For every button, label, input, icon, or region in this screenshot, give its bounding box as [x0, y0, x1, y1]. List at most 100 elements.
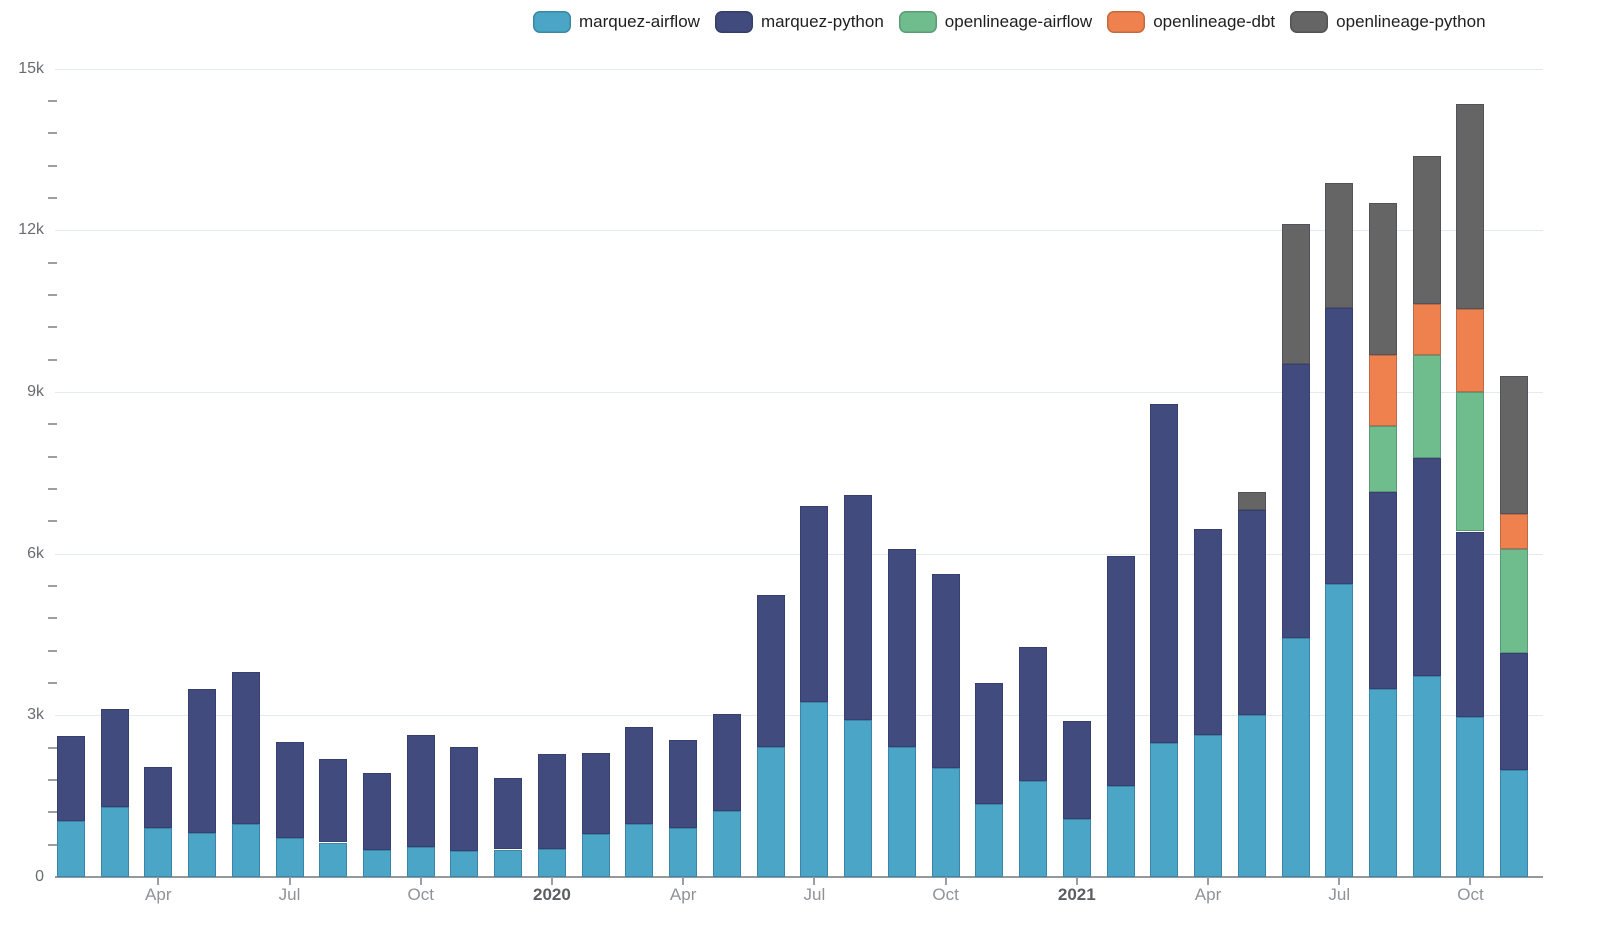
bar-segment-marquez-python[interactable] [931, 573, 960, 768]
x-axis-label: Oct [407, 885, 434, 904]
bar-segment-marquez-python[interactable] [231, 671, 260, 824]
bar-segment-openlineage-airflow[interactable] [1456, 391, 1485, 532]
bar-segment-marquez-python[interactable] [1500, 652, 1529, 770]
bar-segment-marquez-python[interactable] [319, 758, 348, 843]
bar-segment-marquez-airflow[interactable] [1062, 818, 1091, 877]
bar-segment-marquez-airflow[interactable] [800, 702, 829, 877]
bar-segment-openlineage-dbt[interactable] [1500, 513, 1529, 549]
bar-segment-marquez-airflow[interactable] [275, 837, 304, 877]
bar-segment-marquez-airflow[interactable] [1456, 716, 1485, 877]
bar-segment-marquez-python[interactable] [144, 767, 173, 829]
bar-segment-marquez-airflow[interactable] [188, 832, 217, 877]
bar-segment-marquez-airflow[interactable] [931, 767, 960, 877]
bar-segment-openlineage-python[interactable] [1412, 155, 1441, 305]
bar-segment-marquez-airflow[interactable] [1237, 714, 1266, 877]
bar-segment-marquez-python[interactable] [975, 682, 1004, 804]
bar-segment-marquez-airflow[interactable] [1500, 769, 1529, 877]
legend-item-marquez-airflow[interactable]: marquez-airflow [533, 11, 700, 33]
bar-segment-marquez-python[interactable] [1062, 721, 1091, 819]
bar-segment-marquez-python[interactable] [1194, 529, 1223, 735]
legend-label: marquez-airflow [579, 12, 700, 31]
bar-segment-marquez-airflow[interactable] [669, 828, 698, 877]
y-minor-tick [48, 681, 57, 684]
bar-segment-marquez-python[interactable] [625, 726, 654, 824]
bar-segment-marquez-python[interactable] [1369, 492, 1397, 690]
bar-segment-marquez-python[interactable] [450, 747, 479, 852]
bar-segment-marquez-airflow[interactable] [1194, 734, 1223, 877]
legend-item-openlineage-python[interactable]: openlineage-python [1290, 11, 1486, 33]
bar-segment-marquez-python[interactable] [756, 594, 785, 748]
bar-segment-marquez-airflow[interactable] [1325, 584, 1354, 877]
bar-segment-marquez-airflow[interactable] [56, 821, 85, 877]
bar-segment-marquez-airflow[interactable] [625, 823, 654, 877]
bar-segment-marquez-python[interactable] [406, 735, 435, 847]
bar-segment-marquez-airflow[interactable] [844, 720, 873, 877]
legend: marquez-airflow marquez-python openlineage… [533, 11, 1486, 33]
bar-segment-marquez-airflow[interactable] [581, 833, 610, 877]
legend-item-openlineage-airflow[interactable]: openlineage-airflow [898, 11, 1092, 33]
legend-swatch-icon [898, 11, 937, 33]
bar-segment-marquez-python[interactable] [1325, 307, 1354, 585]
x-axis-tick [682, 877, 685, 885]
legend-item-marquez-python[interactable]: marquez-python [714, 11, 884, 33]
x-axis-tick [1207, 877, 1210, 885]
bar-segment-marquez-python[interactable] [844, 495, 873, 721]
bar-segment-marquez-python[interactable] [887, 549, 916, 748]
bar-segment-marquez-airflow[interactable] [362, 849, 391, 877]
bar-segment-marquez-python[interactable] [537, 754, 566, 849]
bar-segment-openlineage-python[interactable] [1456, 104, 1485, 310]
bar-segment-openlineage-airflow[interactable] [1412, 355, 1441, 459]
bar-segment-marquez-airflow[interactable] [756, 747, 785, 877]
bar-segment-marquez-python[interactable] [188, 689, 217, 833]
y-axis-label: 6k [27, 544, 44, 562]
bar-segment-marquez-python[interactable] [1237, 509, 1266, 715]
bar-segment-marquez-airflow[interactable] [406, 846, 435, 877]
bar-segment-marquez-python[interactable] [712, 714, 741, 811]
bar-segment-marquez-airflow[interactable] [1019, 781, 1048, 877]
bar-segment-marquez-python[interactable] [581, 753, 610, 834]
y-gridline [55, 68, 1543, 70]
bar-segment-marquez-python[interactable] [56, 736, 85, 822]
bar-segment-marquez-python[interactable] [1106, 555, 1135, 786]
bar-segment-marquez-airflow[interactable] [1106, 785, 1135, 877]
bar-segment-marquez-python[interactable] [800, 506, 829, 703]
bar-segment-marquez-airflow[interactable] [1150, 743, 1179, 877]
bar-segment-marquez-python[interactable] [1412, 458, 1441, 677]
bar-segment-marquez-airflow[interactable] [100, 807, 129, 877]
bar-segment-marquez-airflow[interactable] [1412, 676, 1441, 877]
bar-segment-marquez-python[interactable] [1281, 363, 1310, 638]
bar-segment-marquez-airflow[interactable] [537, 848, 566, 877]
bar-segment-marquez-airflow[interactable] [450, 851, 479, 877]
bar-segment-openlineage-python[interactable] [1325, 182, 1354, 308]
bar-segment-marquez-python[interactable] [100, 709, 129, 808]
bar-segment-marquez-airflow[interactable] [1281, 637, 1310, 877]
bar-segment-openlineage-python[interactable] [1281, 223, 1310, 364]
bar-segment-marquez-airflow[interactable] [319, 842, 348, 877]
bar-segment-marquez-python[interactable] [669, 739, 698, 829]
bar-segment-marquez-airflow[interactable] [231, 823, 260, 877]
bar-segment-openlineage-python[interactable] [1500, 375, 1529, 514]
bar-segment-openlineage-airflow[interactable] [1500, 548, 1529, 653]
y-minor-tick [48, 617, 57, 620]
bar-segment-marquez-python[interactable] [362, 772, 391, 850]
bar-segment-openlineage-dbt[interactable] [1456, 309, 1485, 392]
bar-segment-openlineage-python[interactable] [1237, 491, 1266, 510]
bar-segment-marquez-airflow[interactable] [494, 849, 523, 877]
bar-segment-marquez-airflow[interactable] [887, 747, 916, 877]
bar-segment-openlineage-dbt[interactable] [1369, 355, 1397, 426]
bar-segment-marquez-airflow[interactable] [144, 828, 173, 877]
bar-segment-openlineage-airflow[interactable] [1369, 425, 1397, 493]
bar-segment-marquez-python[interactable] [1019, 647, 1048, 782]
bar-segment-marquez-python[interactable] [1150, 403, 1179, 744]
x-axis-label: 2020 [533, 885, 571, 904]
bar-segment-marquez-airflow[interactable] [975, 803, 1004, 877]
y-minor-tick [48, 811, 57, 814]
bar-segment-marquez-python[interactable] [275, 742, 304, 838]
bar-segment-openlineage-python[interactable] [1369, 202, 1397, 356]
bar-segment-marquez-python[interactable] [1456, 531, 1485, 717]
bar-segment-marquez-airflow[interactable] [712, 810, 741, 877]
bar-segment-openlineage-dbt[interactable] [1412, 304, 1441, 356]
bar-segment-marquez-airflow[interactable] [1369, 689, 1397, 877]
legend-item-openlineage-dbt[interactable]: openlineage-dbt [1107, 11, 1275, 33]
bar-segment-marquez-python[interactable] [494, 777, 523, 850]
